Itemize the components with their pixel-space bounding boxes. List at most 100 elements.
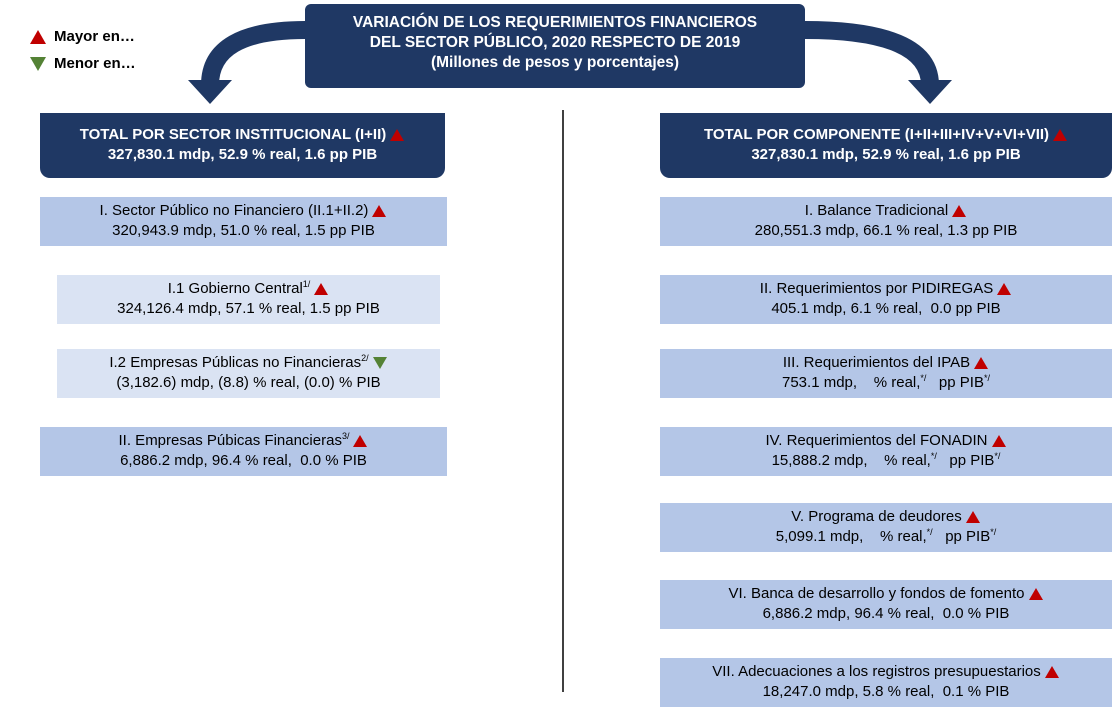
box-line: VII. Adecuaciones a los registros presup… bbox=[660, 662, 1112, 682]
text: 327,830.1 mdp, 52.9 % real, 1.6 pp PIB bbox=[107, 146, 378, 163]
box-line: (3,182.6) mdp, (8.8) % real, (0.0) % PIB bbox=[57, 373, 440, 393]
box: TOTAL POR COMPONENTE (I+II+III+IV+V+VI+V… bbox=[660, 113, 1112, 178]
text: I.1 Gobierno Central bbox=[167, 280, 303, 297]
box-line: II. Requerimientos por PIDIREGAS bbox=[660, 279, 1112, 299]
arrow-left bbox=[201, 21, 306, 86]
footnote-mark: */ bbox=[926, 527, 933, 537]
box: III. Requerimientos del IPAB 753.1 mdp, %… bbox=[660, 349, 1112, 398]
trend-icon bbox=[1044, 666, 1059, 679]
box: I.1 Gobierno Central1/324,126.4 mdp, 57.… bbox=[57, 275, 440, 324]
text: 320,943.9 mdp, 51.0 % real, 1.5 pp PIB bbox=[112, 222, 375, 239]
box: VI. Banca de desarrollo y fondos de fome… bbox=[660, 580, 1112, 629]
box: TOTAL POR SECTOR INSTITUCIONAL (I+II) 327… bbox=[40, 113, 445, 178]
title-line: DEL SECTOR PÚBLICO, 2020 RESPECTO DE 201… bbox=[369, 34, 741, 51]
text: 405.1 mdp, 6.1 % real, 0.0 pp PIB bbox=[771, 300, 1001, 317]
text: I. Balance Tradicional bbox=[804, 202, 949, 219]
box: IV. Requerimientos del FONADIN 15,888.2 m… bbox=[660, 427, 1112, 476]
title-line: (Millones de pesos y porcentajes) bbox=[430, 54, 680, 71]
box-line: 5,099.1 mdp, % real,*/ pp PIB*/ bbox=[660, 527, 1112, 547]
box-line: II. Empresas Púbicas Financieras3/ bbox=[40, 431, 447, 451]
box: I.2 Empresas Públicas no Financieras2/(3… bbox=[57, 349, 440, 398]
box-line: 327,830.1 mdp, 52.9 % real, 1.6 pp PIB bbox=[660, 145, 1112, 165]
footnote-mark: */ bbox=[994, 451, 1001, 461]
box-line: III. Requerimientos del IPAB bbox=[660, 353, 1112, 373]
footnote-mark: */ bbox=[920, 373, 927, 383]
legend-down: Menor en… bbox=[54, 55, 136, 72]
text: 327,830.1 mdp, 52.9 % real, 1.6 pp PIB bbox=[751, 146, 1021, 163]
trend-icon bbox=[1053, 129, 1068, 142]
footnote-mark: 3/ bbox=[341, 431, 350, 441]
box-line: 753.1 mdp, % real,*/ pp PIB*/ bbox=[660, 373, 1112, 393]
text: 6,886.2 mdp, 96.4 % real, 0.0 % PIB bbox=[762, 605, 1010, 622]
arrow-left-head bbox=[188, 80, 232, 104]
trend-icon bbox=[372, 357, 387, 370]
text: (3,182.6) mdp, (8.8) % real, (0.0) % PIB bbox=[116, 374, 381, 391]
text: 5,099.1 mdp, % real, bbox=[775, 528, 927, 545]
trend-icon bbox=[390, 129, 405, 142]
text: TOTAL POR SECTOR INSTITUCIONAL (I+II) bbox=[79, 126, 387, 143]
box-line: I. Balance Tradicional bbox=[660, 201, 1112, 221]
legend-up-icon bbox=[30, 30, 46, 44]
footnote-mark: */ bbox=[930, 451, 937, 461]
text: VII. Adecuaciones a los registros presup… bbox=[712, 663, 1041, 680]
trend-icon bbox=[952, 205, 967, 218]
box-line: 280,551.3 mdp, 66.1 % real, 1.3 pp PIB bbox=[660, 221, 1112, 241]
title-box: VARIACIÓN DE LOS REQUERIMIENTOS FINANCIE… bbox=[305, 4, 805, 88]
footnote-mark: */ bbox=[990, 527, 997, 537]
text: 18,247.0 mdp, 5.8 % real, 0.1 % PIB bbox=[762, 683, 1010, 700]
box-line: 15,888.2 mdp, % real,*/ pp PIB*/ bbox=[660, 451, 1112, 471]
text: 15,888.2 mdp, % real, bbox=[771, 452, 931, 469]
trend-icon bbox=[965, 511, 980, 524]
trend-icon bbox=[372, 205, 387, 218]
box: II. Requerimientos por PIDIREGAS 405.1 md… bbox=[660, 275, 1112, 324]
text: TOTAL POR COMPONENTE (I+II+III+IV+V+VI+V… bbox=[703, 126, 1050, 143]
text: 280,551.3 mdp, 66.1 % real, 1.3 pp PIB bbox=[754, 222, 1018, 239]
box: VII. Adecuaciones a los registros presup… bbox=[660, 658, 1112, 707]
text: II. Empresas Púbicas Financieras bbox=[118, 432, 342, 449]
legend-down-icon bbox=[30, 57, 46, 71]
box-line: VI. Banca de desarrollo y fondos de fome… bbox=[660, 584, 1112, 604]
text: 753.1 mdp, % real, bbox=[782, 374, 921, 391]
box: II. Empresas Púbicas Financieras3/6,886.… bbox=[40, 427, 447, 476]
trend-icon bbox=[1028, 588, 1043, 601]
text: V. Programa de deudores bbox=[791, 508, 962, 525]
box-line: I. Sector Público no Financiero (II.1+II… bbox=[40, 201, 447, 221]
box-line: 324,126.4 mdp, 57.1 % real, 1.5 pp PIB bbox=[57, 299, 440, 319]
box-line: 405.1 mdp, 6.1 % real, 0.0 pp PIB bbox=[660, 299, 1112, 319]
box: I. Sector Público no Financiero (II.1+II… bbox=[40, 197, 447, 246]
text: 324,126.4 mdp, 57.1 % real, 1.5 pp PIB bbox=[117, 300, 380, 317]
box-line: 320,943.9 mdp, 51.0 % real, 1.5 pp PIB bbox=[40, 221, 447, 241]
arrow-right-head bbox=[908, 80, 952, 104]
text: II. Requerimientos por PIDIREGAS bbox=[759, 280, 994, 297]
trend-icon bbox=[991, 435, 1006, 448]
legend-up: Mayor en… bbox=[54, 28, 135, 45]
title-line: VARIACIÓN DE LOS REQUERIMIENTOS FINANCIE… bbox=[352, 14, 758, 31]
box: I. Balance Tradicional 280,551.3 mdp, 66.… bbox=[660, 197, 1112, 246]
box-line: TOTAL POR SECTOR INSTITUCIONAL (I+II) bbox=[40, 125, 445, 145]
box-line: I.1 Gobierno Central1/ bbox=[57, 279, 440, 299]
text: IV. Requerimientos del FONADIN bbox=[765, 432, 988, 449]
text: III. Requerimientos del IPAB bbox=[782, 354, 971, 371]
box-line: I.2 Empresas Públicas no Financieras2/ bbox=[57, 353, 440, 373]
box-line: 6,886.2 mdp, 96.4 % real, 0.0 % PIB bbox=[660, 604, 1112, 624]
trend-icon bbox=[997, 283, 1012, 296]
footnote-mark: 2/ bbox=[361, 353, 369, 363]
text: 6,886.2 mdp, 96.4 % real, 0.0 % PIB bbox=[120, 452, 367, 469]
text: pp PIB bbox=[936, 452, 995, 469]
text: I.2 Empresas Públicas no Financieras bbox=[109, 354, 362, 371]
trend-icon bbox=[353, 435, 368, 448]
box-line: V. Programa de deudores bbox=[660, 507, 1112, 527]
text: I. Sector Público no Financiero (II.1+II… bbox=[99, 202, 369, 219]
trend-icon bbox=[974, 357, 989, 370]
box-line: 6,886.2 mdp, 96.4 % real, 0.0 % PIB bbox=[40, 451, 447, 471]
arrow-right bbox=[804, 21, 939, 86]
box-line: 327,830.1 mdp, 52.9 % real, 1.6 pp PIB bbox=[40, 145, 445, 165]
box-line: IV. Requerimientos del FONADIN bbox=[660, 431, 1112, 451]
text: pp PIB bbox=[932, 528, 991, 545]
text: pp PIB bbox=[926, 374, 984, 391]
trend-icon bbox=[314, 283, 329, 296]
box-line: 18,247.0 mdp, 5.8 % real, 0.1 % PIB bbox=[660, 682, 1112, 702]
box: V. Programa de deudores 5,099.1 mdp, % re… bbox=[660, 503, 1112, 552]
